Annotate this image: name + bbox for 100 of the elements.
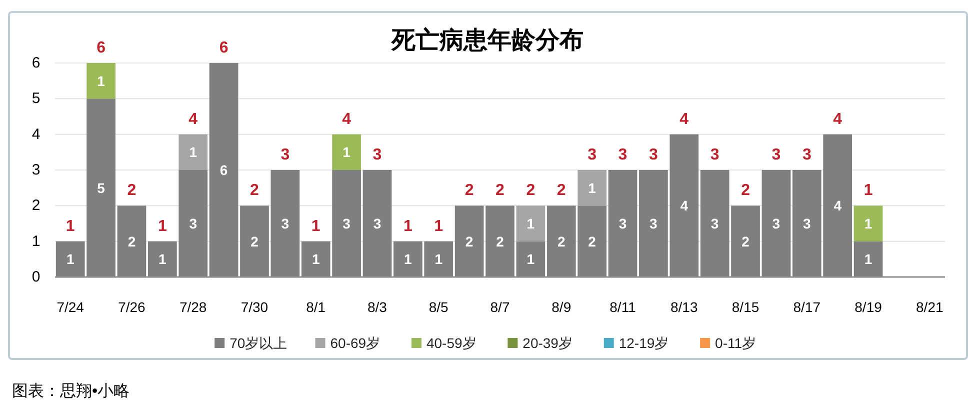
- text: 图表：思翔•小略: [12, 382, 130, 400]
- bar: [86, 63, 116, 99]
- bar: [854, 241, 883, 277]
- data-label: 5: [97, 180, 106, 196]
- data-label: 4: [834, 198, 842, 214]
- total-label: 3: [280, 146, 290, 164]
- bar: [117, 206, 146, 277]
- data-label: 3: [373, 216, 382, 232]
- data-label: 6: [220, 162, 228, 178]
- total-label: 4: [833, 110, 842, 128]
- data-label: 1: [434, 251, 443, 268]
- data-label: 4: [680, 198, 688, 214]
- bar: [516, 241, 546, 277]
- total-label: 2: [464, 182, 474, 200]
- total-label: 3: [618, 146, 628, 164]
- x-tick-label: 8/15: [732, 299, 760, 315]
- data-label: 2: [557, 233, 566, 250]
- total-label: 3: [710, 146, 720, 164]
- bar: [209, 63, 238, 277]
- total-label: 1: [403, 218, 412, 235]
- legend-label: 12-19岁: [618, 335, 669, 351]
- total-label: 2: [250, 182, 260, 200]
- bar: [516, 206, 546, 242]
- data-label: 1: [158, 251, 167, 268]
- total-label: 1: [158, 218, 167, 235]
- data-label: 3: [189, 216, 198, 232]
- total-label: 3: [648, 146, 658, 164]
- x-tick-label: 8/19: [854, 299, 882, 315]
- bar: [454, 206, 484, 277]
- y-tick-label: 2: [32, 197, 40, 214]
- x-tick-label: 8/5: [428, 299, 449, 315]
- bar: [578, 170, 606, 206]
- x-tick-label: 8/7: [490, 299, 510, 315]
- x-tick-label: 8/3: [368, 299, 388, 315]
- x-tick-label: 8/1: [306, 299, 326, 315]
- data-label: 1: [588, 180, 596, 196]
- data-label: 1: [312, 251, 320, 268]
- total-label: 2: [741, 182, 750, 200]
- legend-label: 60-69岁: [330, 335, 380, 351]
- total-label: 2: [496, 182, 505, 200]
- data-label: 1: [342, 144, 351, 160]
- x-tick-label: 8/11: [610, 299, 636, 315]
- data-label: 3: [618, 216, 627, 232]
- x-tick-label: 8/13: [670, 299, 698, 315]
- x-tick-label: 8/17: [793, 299, 821, 315]
- bar: [854, 206, 883, 242]
- x-tick-label: 7/26: [118, 299, 146, 315]
- data-label: 3: [650, 216, 658, 232]
- data-label: 1: [526, 251, 535, 268]
- total-label: 2: [556, 182, 566, 200]
- bar: [332, 134, 361, 170]
- legend-label: 0-11岁: [715, 335, 756, 351]
- y-tick-label: 4: [32, 126, 40, 143]
- total-label: 6: [96, 40, 106, 56]
- y-tick-label: 1: [32, 232, 40, 250]
- data-label: 1: [404, 251, 412, 268]
- total-label: 1: [864, 182, 873, 200]
- data-label: 3: [281, 216, 290, 232]
- data-label: 3: [342, 216, 351, 232]
- x-tick-label: 8/9: [552, 299, 572, 315]
- total-label: 3: [372, 146, 382, 164]
- data-label: 1: [66, 251, 74, 268]
- y-tick-label: 5: [32, 90, 40, 108]
- data-label: 3: [710, 216, 719, 232]
- bar: [608, 170, 638, 277]
- data-label: 1: [526, 216, 535, 232]
- total-label: 4: [342, 110, 352, 128]
- data-label: 2: [588, 233, 596, 250]
- data-label: 1: [864, 251, 872, 268]
- total-label: 1: [434, 218, 444, 235]
- data-label: 2: [496, 233, 504, 250]
- bar: [486, 206, 514, 277]
- data-label: 1: [189, 144, 198, 160]
- data-label: 2: [128, 233, 136, 250]
- total-label: 1: [311, 218, 320, 235]
- bar: [178, 134, 208, 170]
- data-label: 3: [772, 216, 780, 232]
- legend-label: 70岁以上: [230, 335, 288, 351]
- total-label: 2: [526, 182, 536, 200]
- data-label: 1: [864, 216, 872, 232]
- data-label: 1: [97, 72, 106, 89]
- x-tick-label: 8/21: [916, 299, 944, 315]
- y-tick-label: 0: [32, 268, 40, 286]
- total-label: 3: [802, 146, 812, 164]
- y-tick-label: 3: [32, 162, 40, 178]
- x-tick-label: 7/28: [179, 299, 207, 315]
- total-label: 3: [588, 146, 597, 164]
- total-label: 6: [219, 40, 228, 56]
- legend-label: 40-59岁: [426, 335, 476, 351]
- total-label: 2: [127, 182, 136, 200]
- x-tick-label: 7/24: [56, 299, 84, 315]
- x-tick-label: 7/30: [240, 299, 268, 315]
- legend-label: 20-39岁: [522, 335, 572, 351]
- total-label: 4: [680, 110, 689, 128]
- data-label: 2: [742, 233, 750, 250]
- data-label: 2: [250, 233, 259, 250]
- data-label: 3: [803, 216, 811, 232]
- bar: [762, 170, 791, 277]
- total-label: 3: [772, 146, 781, 164]
- bar: [362, 170, 392, 277]
